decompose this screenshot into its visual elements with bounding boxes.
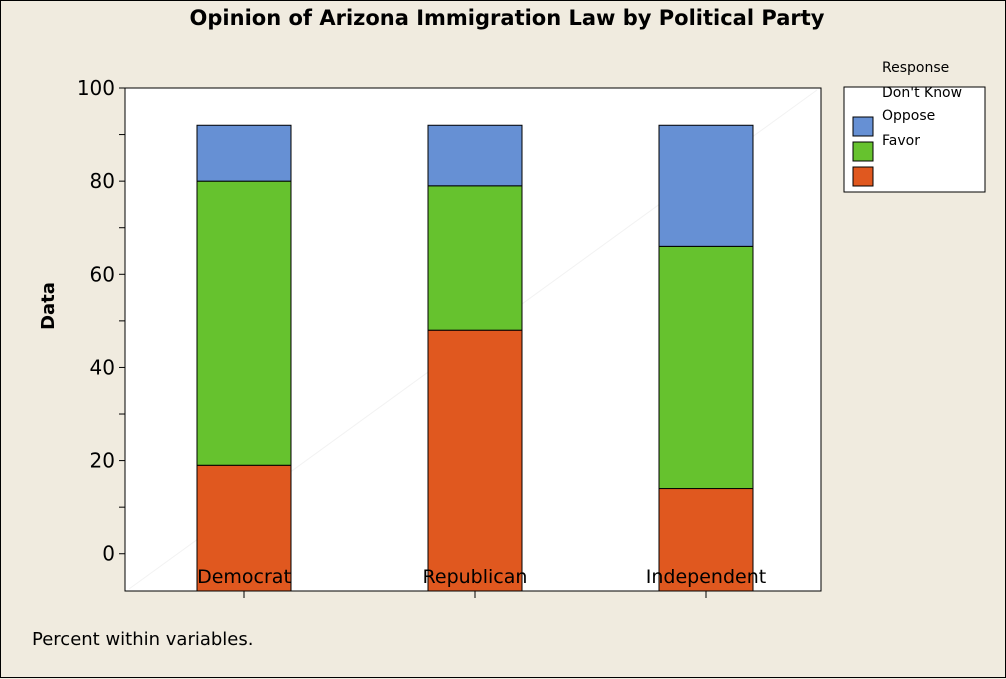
legend-label: Oppose	[882, 108, 935, 124]
y-tick-label: 0	[102, 542, 115, 566]
x-axis: Democrat Republican Independent	[197, 566, 766, 598]
bar-democrat-segment-2	[196, 180, 292, 466]
bar-independent-segment-2	[658, 245, 754, 490]
y-axis: 0 20 40 60 80 100	[77, 76, 125, 566]
bars-group	[196, 124, 754, 592]
chart-title: Opinion of Arizona Immigration Law by Po…	[190, 6, 825, 30]
legend-items: Don't Know Oppose Favor	[852, 85, 962, 187]
legend-label: Don't Know	[882, 85, 962, 101]
x-tick-label-democrat: Democrat	[197, 566, 291, 588]
bar-republican-segment-1	[427, 329, 523, 592]
y-tick-label: 80	[90, 169, 115, 193]
x-tick-label-republican: Republican	[423, 566, 528, 588]
legend-title: Response	[882, 60, 949, 76]
bar-independent-segment-3	[658, 124, 754, 247]
y-axis-label: Data	[38, 282, 59, 330]
bar-republican-segment-2	[427, 185, 523, 331]
legend: Response Don't Know Oppose Favor	[843, 60, 986, 193]
bar-democrat-segment-3	[196, 124, 292, 182]
y-tick-label: 100	[77, 76, 115, 100]
bar-democrat-segment-1	[196, 464, 292, 592]
chart-footnote: Percent within variables.	[32, 629, 253, 650]
y-tick-label: 60	[90, 262, 115, 286]
legend-swatch	[852, 166, 874, 187]
legend-swatch	[852, 141, 874, 162]
legend-swatch	[852, 116, 874, 137]
x-tick-label-independent: Independent	[646, 566, 766, 588]
y-tick-label: 20	[90, 449, 115, 473]
bar-republican-segment-3	[427, 124, 523, 187]
legend-label: Favor	[882, 133, 920, 149]
y-tick-label: 40	[90, 355, 115, 379]
